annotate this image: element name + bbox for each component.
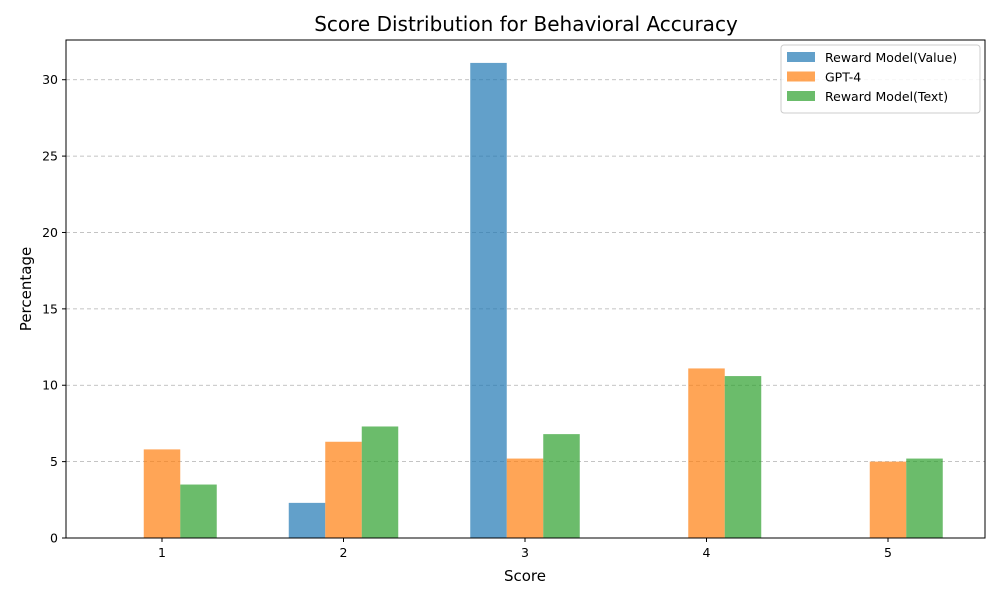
bar <box>724 376 762 538</box>
bar <box>143 449 181 538</box>
y-tick-label: 10 <box>42 378 58 393</box>
bar <box>869 461 907 538</box>
bar <box>180 484 217 538</box>
bar <box>688 368 725 538</box>
legend-label: Reward Model(Value) <box>825 50 957 65</box>
y-tick-label: 15 <box>42 301 58 316</box>
y-tick-label: 30 <box>42 72 58 87</box>
bar <box>506 458 544 538</box>
y-tick-label: 0 <box>50 531 58 546</box>
y-axis-ticks: 0 5 10 15 20 25 30 <box>42 72 66 546</box>
legend-label: Reward Model(Text) <box>825 89 948 104</box>
bar <box>470 62 507 538</box>
x-tick-label: 5 <box>884 545 892 560</box>
legend-label: GPT-4 <box>825 70 861 85</box>
bar <box>325 441 362 538</box>
x-tick-label: 4 <box>703 545 711 560</box>
chart-title: Score Distribution for Behavioral Accura… <box>314 12 738 36</box>
y-tick-label: 25 <box>42 149 58 164</box>
bar <box>361 426 399 538</box>
legend-swatch <box>787 52 815 62</box>
y-axis-label: Percentage <box>17 247 35 331</box>
x-axis-label: Score <box>504 567 546 585</box>
x-tick-label: 3 <box>521 545 529 560</box>
x-tick-label: 2 <box>340 545 348 560</box>
y-tick-label: 5 <box>50 454 58 469</box>
bars <box>143 62 943 538</box>
legend-swatch <box>787 91 815 101</box>
x-axis-ticks: 1 2 3 4 5 <box>158 538 892 560</box>
legend-swatch <box>787 71 815 82</box>
bar <box>543 434 580 538</box>
x-tick-label: 1 <box>158 545 166 560</box>
legend: Reward Model(Value) GPT-4 Reward Model(Tex… <box>780 44 981 114</box>
bar <box>288 502 326 538</box>
legend-box <box>780 44 981 114</box>
y-tick-label: 20 <box>42 225 58 240</box>
grid-lines <box>66 79 985 463</box>
bar <box>906 458 943 538</box>
